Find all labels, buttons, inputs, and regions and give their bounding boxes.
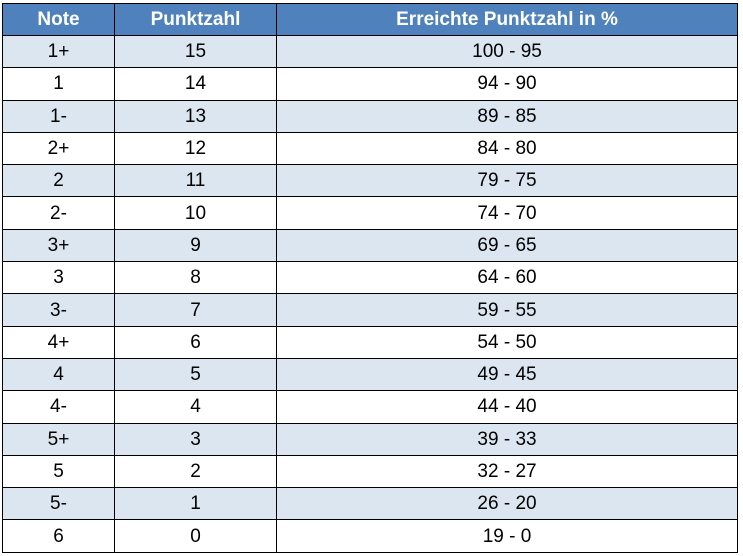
- punktzahl-cell: 11: [114, 164, 277, 198]
- punktzahl-cell: 12: [114, 131, 277, 166]
- prozent-cell: 59 - 55: [276, 293, 738, 327]
- note-cell: 2: [2, 164, 115, 198]
- table-row: 3 8 64 - 60: [2, 261, 738, 295]
- prozent-cell: 19 - 0: [276, 519, 738, 553]
- header-punktzahl: Punktzahl: [114, 3, 277, 36]
- note-cell: 1-: [2, 99, 115, 133]
- note-cell: 1+: [2, 34, 115, 69]
- table-row: 5+ 3 39 - 33: [2, 422, 738, 456]
- table-row: 3- 7 59 - 55: [2, 293, 738, 327]
- prozent-cell: 74 - 70: [276, 196, 738, 230]
- prozent-cell: 94 - 90: [276, 67, 738, 101]
- note-cell: 2-: [2, 196, 115, 230]
- header-note: Note: [2, 3, 115, 36]
- punktzahl-cell: 5: [114, 357, 277, 392]
- table-row: 2 11 79 - 75: [2, 164, 738, 198]
- note-cell: 6: [2, 519, 115, 553]
- table-body: 1+ 15 100 - 95 1 14 94 - 90 1- 13 89 - 85 2+ 12 84 …: [2, 34, 738, 553]
- table-row: 4+ 6 54 - 50: [2, 325, 738, 359]
- header-row: Note Punktzahl Erreichte Punktzahl in %: [2, 3, 738, 36]
- table-row: 4- 4 44 - 40: [2, 390, 738, 424]
- grade-table: Note Punktzahl Erreichte Punktzahl in % …: [2, 3, 738, 553]
- table-row: 1- 13 89 - 85: [2, 99, 738, 133]
- punktzahl-cell: 4: [114, 390, 277, 424]
- prozent-cell: 32 - 27: [276, 454, 738, 489]
- table-row: 3+ 9 69 - 65: [2, 228, 738, 263]
- prozent-cell: 89 - 85: [276, 99, 738, 133]
- prozent-cell: 44 - 40: [276, 390, 738, 424]
- table-row: 5- 1 26 - 20: [2, 487, 738, 521]
- punktzahl-cell: 3: [114, 422, 277, 456]
- prozent-cell: 100 - 95: [276, 34, 738, 69]
- table-row: 1 14 94 - 90: [2, 67, 738, 101]
- note-cell: 4+: [2, 325, 115, 359]
- prozent-cell: 54 - 50: [276, 325, 738, 359]
- punktzahl-cell: 2: [114, 454, 277, 489]
- note-cell: 4-: [2, 390, 115, 424]
- table-row: 2- 10 74 - 70: [2, 196, 738, 230]
- table-row: 4 5 49 - 45: [2, 357, 738, 392]
- prozent-cell: 49 - 45: [276, 357, 738, 392]
- note-cell: 3-: [2, 293, 115, 327]
- punktzahl-cell: 15: [114, 34, 277, 69]
- table-header: Note Punktzahl Erreichte Punktzahl in %: [2, 3, 738, 36]
- prozent-cell: 84 - 80: [276, 131, 738, 166]
- punktzahl-cell: 6: [114, 325, 277, 359]
- prozent-cell: 69 - 65: [276, 228, 738, 263]
- prozent-cell: 39 - 33: [276, 422, 738, 456]
- note-cell: 4: [2, 357, 115, 392]
- note-cell: 5-: [2, 487, 115, 521]
- note-cell: 3+: [2, 228, 115, 263]
- header-prozent: Erreichte Punktzahl in %: [276, 3, 738, 36]
- prozent-cell: 26 - 20: [276, 487, 738, 521]
- punktzahl-cell: 9: [114, 228, 277, 263]
- punktzahl-cell: 14: [114, 67, 277, 101]
- punktzahl-cell: 10: [114, 196, 277, 230]
- note-cell: 3: [2, 261, 115, 295]
- table-row: 5 2 32 - 27: [2, 454, 738, 489]
- note-cell: 1: [2, 67, 115, 101]
- punktzahl-cell: 13: [114, 99, 277, 133]
- note-cell: 5+: [2, 422, 115, 456]
- punktzahl-cell: 0: [114, 519, 277, 553]
- prozent-cell: 64 - 60: [276, 261, 738, 295]
- table-row: 6 0 19 - 0: [2, 519, 738, 553]
- table-row: 2+ 12 84 - 80: [2, 131, 738, 166]
- punktzahl-cell: 1: [114, 487, 277, 521]
- table-row: 1+ 15 100 - 95: [2, 34, 738, 69]
- note-cell: 2+: [2, 131, 115, 166]
- prozent-cell: 79 - 75: [276, 164, 738, 198]
- punktzahl-cell: 7: [114, 293, 277, 327]
- note-cell: 5: [2, 454, 115, 489]
- punktzahl-cell: 8: [114, 261, 277, 295]
